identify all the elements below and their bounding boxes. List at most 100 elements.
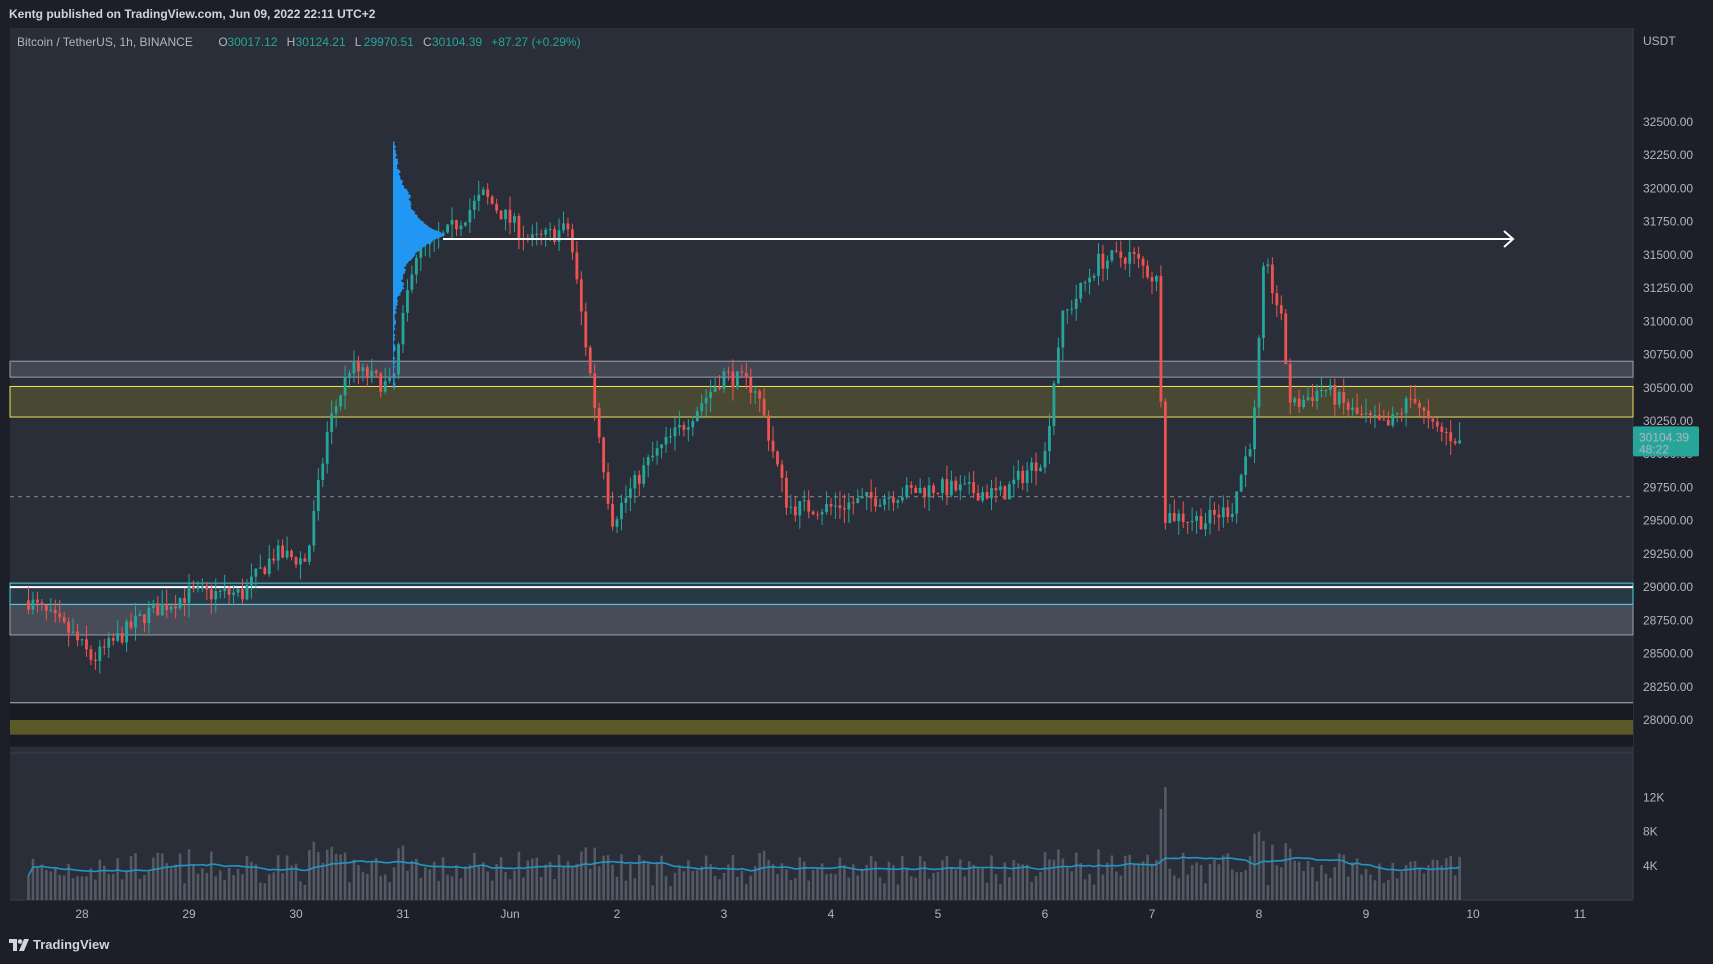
volume-bar <box>76 876 79 900</box>
volume-bar <box>477 865 481 900</box>
volume-bar <box>1346 876 1350 900</box>
volume-bar <box>1079 863 1082 900</box>
volume-bar <box>1132 863 1136 900</box>
candle-body <box>1070 308 1074 310</box>
candle-body <box>1025 470 1029 484</box>
candle-body <box>606 472 610 504</box>
candle-body <box>401 312 405 345</box>
candle-body <box>669 436 672 438</box>
candle-body <box>183 597 186 603</box>
volume-bar <box>624 880 628 900</box>
time-tick-label: 28 <box>75 907 89 921</box>
volume-bar <box>352 859 356 900</box>
candle-body <box>1409 398 1412 400</box>
price-axis[interactable] <box>1633 28 1713 900</box>
candle-body <box>339 395 342 407</box>
chart-area[interactable]: 32500.00 32250.00 32000.00 31750.00 31500.00… <box>0 0 1713 928</box>
volume-bar <box>53 867 57 900</box>
candle-body <box>53 609 57 614</box>
volume-bar <box>138 878 142 900</box>
volume-bar <box>1409 861 1412 900</box>
candle-body <box>348 373 351 377</box>
candle-body <box>646 457 650 466</box>
volume-bar <box>1048 859 1051 900</box>
volume-bar <box>807 880 811 900</box>
candle-body <box>1306 397 1310 400</box>
volume-bar <box>1418 868 1421 900</box>
candle-body <box>352 362 356 374</box>
candle-body <box>1262 266 1265 339</box>
candle-body <box>1297 398 1301 408</box>
volume-bar <box>713 875 717 900</box>
candle-body <box>686 427 690 430</box>
volume-bar <box>254 864 258 900</box>
volume-bar <box>299 881 302 900</box>
volume-bar <box>499 857 503 900</box>
candle-body <box>753 391 757 393</box>
volume-bar <box>1248 856 1252 900</box>
candle-body <box>1364 413 1368 415</box>
candle-body <box>660 444 663 449</box>
volume-bar <box>896 884 900 900</box>
candle-body <box>223 588 227 592</box>
volume-profile <box>393 141 446 388</box>
volume-bar <box>1226 853 1230 900</box>
volume-bar <box>802 861 806 900</box>
volume-tick-label: 4K <box>1643 859 1658 873</box>
candle-body <box>909 485 913 488</box>
volume-bar <box>245 855 249 900</box>
volume-bar <box>999 883 1002 900</box>
volume-bar <box>316 851 320 900</box>
time-tick-label: 10 <box>1466 907 1480 921</box>
price-tick-label: 31750.00 <box>1643 215 1693 229</box>
candle-body <box>593 373 597 409</box>
candle-body <box>811 511 815 515</box>
candle-body <box>628 488 632 499</box>
price-tick-label: 28500.00 <box>1643 647 1693 661</box>
candle-body <box>793 506 797 516</box>
candle-body <box>1030 462 1034 471</box>
volume-bar <box>508 879 512 900</box>
volume-bar <box>642 860 646 900</box>
volume-bar <box>1239 872 1243 900</box>
volume-bar <box>428 869 432 900</box>
volume-bar <box>740 870 744 900</box>
volume-bar <box>1324 873 1328 900</box>
price-tick-label: 30250.00 <box>1643 414 1693 428</box>
volume-bar <box>1030 882 1033 900</box>
volume-bar <box>1137 863 1140 900</box>
candle-body <box>116 633 120 641</box>
candle-body <box>597 408 601 438</box>
candle-body <box>165 603 169 610</box>
candle-body <box>67 621 71 633</box>
price-pane[interactable] <box>10 28 1633 753</box>
candle-body <box>829 504 833 507</box>
candle-body <box>620 503 623 520</box>
volume-bar <box>704 855 708 900</box>
candle-body <box>749 377 753 393</box>
volume-bar <box>851 864 855 900</box>
volume-bar <box>1378 863 1381 900</box>
candle-body <box>548 229 552 231</box>
tradingview-logo[interactable]: TradingView <box>9 937 109 952</box>
volume-bar <box>455 865 458 900</box>
candle-body <box>1186 522 1190 524</box>
time-tick-label: 9 <box>1363 907 1370 921</box>
volume-bar <box>303 884 307 900</box>
volume-bar <box>111 873 115 900</box>
cyan-zone <box>9 582 1634 605</box>
candle-body <box>27 600 30 610</box>
volume-bar <box>205 872 209 900</box>
candle-body <box>1088 277 1091 283</box>
volume-bar <box>1302 870 1305 900</box>
volume-bar <box>736 876 739 900</box>
volume-bar <box>1052 859 1056 900</box>
volume-bar <box>1168 868 1172 900</box>
candle-body <box>976 492 980 501</box>
candle-body <box>816 514 820 516</box>
candle-body <box>927 485 931 498</box>
volume-bar <box>343 852 347 900</box>
legend-high-value: 30124.21 <box>296 35 346 49</box>
volume-bar <box>838 857 842 900</box>
candle-body <box>93 659 97 661</box>
